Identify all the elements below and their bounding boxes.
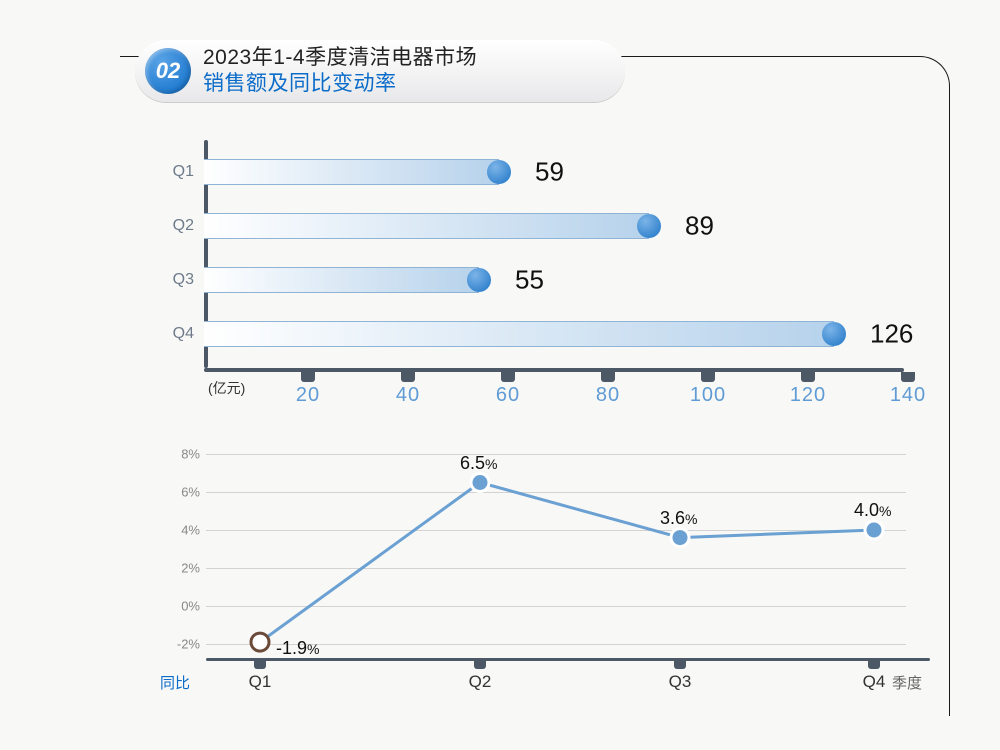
bar-row: Q4126 [164,314,834,354]
bar-cap-icon [637,214,661,238]
bar-track [204,159,499,185]
bar-category-label: Q4 [164,325,200,343]
line-xcategory-label: Q4 [863,672,886,692]
bar-xtick-label: 140 [890,384,926,407]
line-point [471,474,489,492]
bar-cap-icon [822,322,846,346]
bar-xtick [401,372,415,382]
bar-value-label: 89 [685,211,714,242]
line-right-label: 季度 [892,672,922,693]
bar-category-label: Q2 [164,217,200,235]
bar-xtick [601,372,615,382]
line-xtick [474,661,486,669]
bar-category-label: Q3 [164,271,200,289]
bar-cap-icon [467,268,491,292]
bar-xtick [701,372,715,382]
line-value-label: 3.6% [660,508,697,529]
bar-value-label: 59 [535,157,564,188]
bar-xtick [301,372,315,382]
line-value-label: -1.9% [276,638,319,659]
line-xcategory-label: Q2 [469,672,492,692]
line-xtick [254,661,266,669]
bar-row: Q289 [164,206,649,246]
line-point [251,633,269,651]
line-xcategory-label: Q3 [669,672,692,692]
bar-track [204,267,479,293]
bar-xtick-label: 100 [690,384,726,407]
bar-xtick-label: 80 [596,384,620,407]
bar-xtick [501,372,515,382]
line-series [260,483,874,643]
title-line1: 2023年1-4季度清洁电器市场 [203,45,477,71]
bar-chart: (亿元) Q159Q289Q355Q4126 20406080100120140 [164,140,924,410]
bar-value-label: 126 [870,319,913,350]
line-xtick [868,661,880,669]
line-xcategory-label: Q1 [249,672,272,692]
line-value-label: 4.0% [854,500,891,521]
title-line2: 销售额及同比变动率 [203,71,477,97]
bar-x-unit: (亿元) [208,378,245,398]
bar-category-label: Q1 [164,163,200,181]
bar-row: Q159 [164,152,499,192]
bar-value-label: 55 [515,265,544,296]
bar-xtick-label: 60 [496,384,520,407]
bar-xtick-label: 20 [296,384,320,407]
section-number-badge: 02 [145,48,191,94]
line-left-label: 同比 [160,672,190,693]
bar-xtick-label: 40 [396,384,420,407]
line-svg [140,444,930,664]
line-xtick [674,661,686,669]
bar-track [204,213,649,239]
bar-row: Q355 [164,260,479,300]
line-chart: -2%0%2%4%6%8% Q1Q2Q3Q4 同比 季度 -1.9%6.5%3.… [140,444,930,704]
line-value-label: 6.5% [460,453,497,474]
title-block: 2023年1-4季度清洁电器市场 销售额及同比变动率 [203,45,477,98]
bar-xtick-label: 120 [790,384,826,407]
bar-xtick [901,372,915,382]
bar-track [204,321,834,347]
bar-xtick [801,372,815,382]
line-point [671,529,689,547]
header-pill: 02 2023年1-4季度清洁电器市场 销售额及同比变动率 [135,40,625,102]
line-point [865,521,883,539]
bar-cap-icon [487,160,511,184]
